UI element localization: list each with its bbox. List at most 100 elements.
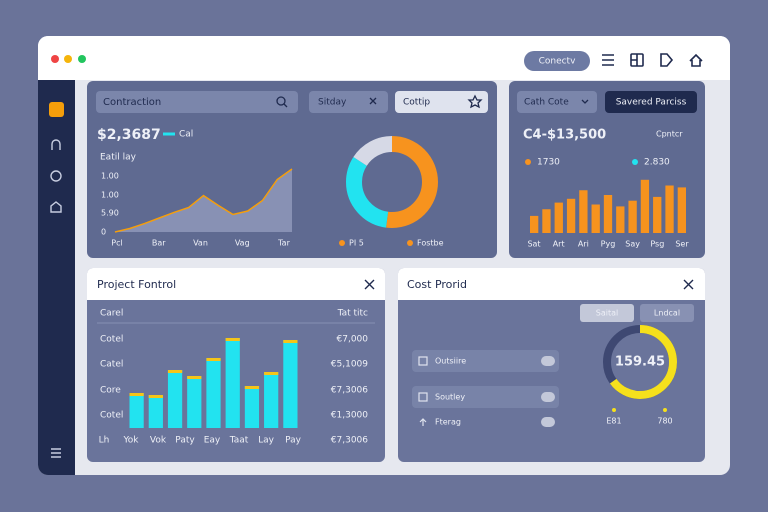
- x-tick-label: Lay: [258, 436, 275, 446]
- bar: [225, 338, 240, 428]
- x-tick-label: Art: [553, 240, 565, 249]
- bar: [187, 376, 202, 428]
- gauge-dot: [663, 408, 667, 412]
- donut-segment: [346, 136, 438, 228]
- overview-button[interactable]: [395, 91, 488, 113]
- bar: [665, 185, 674, 233]
- x-tick-label: Psg: [650, 240, 664, 249]
- y-tick-label: 1.00: [101, 191, 119, 200]
- row-label: Cotel: [100, 411, 123, 421]
- panel-title: Project Fontrol: [97, 278, 176, 291]
- subtitle: Eatil lay: [100, 153, 137, 163]
- x-tick-label: Pyg: [601, 240, 616, 249]
- amount: C4-$13,500: [523, 128, 606, 143]
- topbar-icons[interactable]: [602, 53, 703, 67]
- window-dot: [51, 55, 59, 63]
- row-label: Catel: [100, 360, 123, 370]
- row-label: Cotel: [100, 335, 123, 345]
- x-tick-label: Yok: [122, 436, 139, 446]
- gauge-arc: [603, 325, 677, 399]
- row-value: €5,1009: [331, 360, 368, 370]
- legend-dot: [407, 240, 413, 246]
- x-tick-label: Ser: [675, 240, 689, 249]
- x-tick-label: Taat: [229, 436, 249, 446]
- bar-cap: [244, 386, 260, 389]
- period-header: [398, 268, 705, 300]
- x-tick-label: Pcl: [111, 239, 122, 248]
- costs-dropdown[interactable]: [517, 91, 597, 113]
- gauge-label: 159.45: [615, 355, 665, 370]
- button-label: Conectv: [539, 57, 577, 67]
- legend-dot: [525, 159, 531, 165]
- bar: [244, 386, 260, 428]
- bar: [129, 393, 144, 428]
- list-label: Soutley: [435, 393, 465, 402]
- costs-button[interactable]: [605, 91, 697, 113]
- x-tick-label: Eay: [204, 436, 221, 446]
- tab[interactable]: [580, 304, 634, 322]
- bar: [554, 202, 563, 233]
- x-tick-label: Tar: [277, 239, 290, 248]
- window-dot: [64, 55, 72, 63]
- gauge-dot: [612, 408, 616, 412]
- legend-label: PI 5: [349, 239, 364, 248]
- bar: [603, 195, 613, 233]
- bar: [591, 204, 600, 233]
- list-item[interactable]: [412, 350, 559, 372]
- bar-cap: [264, 372, 279, 375]
- x-tick-label: Pay: [285, 436, 302, 446]
- x-tick-label: Lh: [99, 436, 110, 446]
- gauge-mark: 780: [657, 417, 672, 426]
- row-value: €7,3006: [331, 436, 368, 446]
- input-icons: [276, 94, 483, 109]
- bar: [616, 206, 625, 233]
- y-tick-label: 1.00: [101, 172, 119, 181]
- sidebar-icons[interactable]: [50, 139, 62, 458]
- x-tick-label: Ari: [578, 240, 589, 249]
- filter-select[interactable]: [309, 91, 388, 113]
- search-input[interactable]: [96, 91, 298, 113]
- tab[interactable]: [640, 304, 694, 322]
- bar: [566, 198, 576, 233]
- x-tick-label: Van: [193, 239, 208, 248]
- legend-label: 2.830: [644, 158, 670, 168]
- gauge-mark: E81: [606, 417, 621, 426]
- bar: [653, 196, 662, 233]
- close-button[interactable]: [364, 279, 375, 290]
- list-icons: [418, 356, 428, 426]
- x-tick-label: Say: [625, 240, 640, 249]
- row-label: Core: [100, 386, 121, 396]
- bar-cap: [206, 358, 221, 361]
- tab-label: Saital: [596, 309, 618, 318]
- amount: $2,3687: [97, 127, 161, 143]
- bar: [206, 358, 221, 428]
- row-value: €7,3006: [331, 386, 368, 396]
- toggles[interactable]: [541, 356, 555, 427]
- bar: [148, 395, 163, 428]
- bar: [579, 190, 588, 233]
- y-tick-label: 5.90: [101, 209, 119, 218]
- bar: [640, 179, 650, 233]
- bar: [264, 372, 279, 428]
- x-tick-label: Sat: [527, 240, 540, 249]
- list-item[interactable]: [412, 386, 559, 408]
- row-value: €7,000: [337, 335, 369, 345]
- y-tick-label: 0: [101, 228, 106, 237]
- table-header: Carel: [100, 309, 123, 319]
- list-label: Outsiire: [435, 357, 466, 366]
- bar: [677, 187, 686, 233]
- x-tick-label: Vag: [235, 239, 250, 248]
- search-text: Contraction: [103, 97, 161, 108]
- sidebar-logo[interactable]: [49, 102, 64, 117]
- connect-button[interactable]: [524, 51, 590, 71]
- legend-label: 1730: [537, 158, 560, 168]
- sidebar: [38, 80, 75, 475]
- topbar: [38, 36, 730, 80]
- chevron: [581, 99, 589, 104]
- panel-title: Cost Prorid: [407, 278, 467, 291]
- bar: [167, 370, 183, 428]
- close-button[interactable]: [683, 279, 694, 290]
- area-fill: [115, 169, 292, 232]
